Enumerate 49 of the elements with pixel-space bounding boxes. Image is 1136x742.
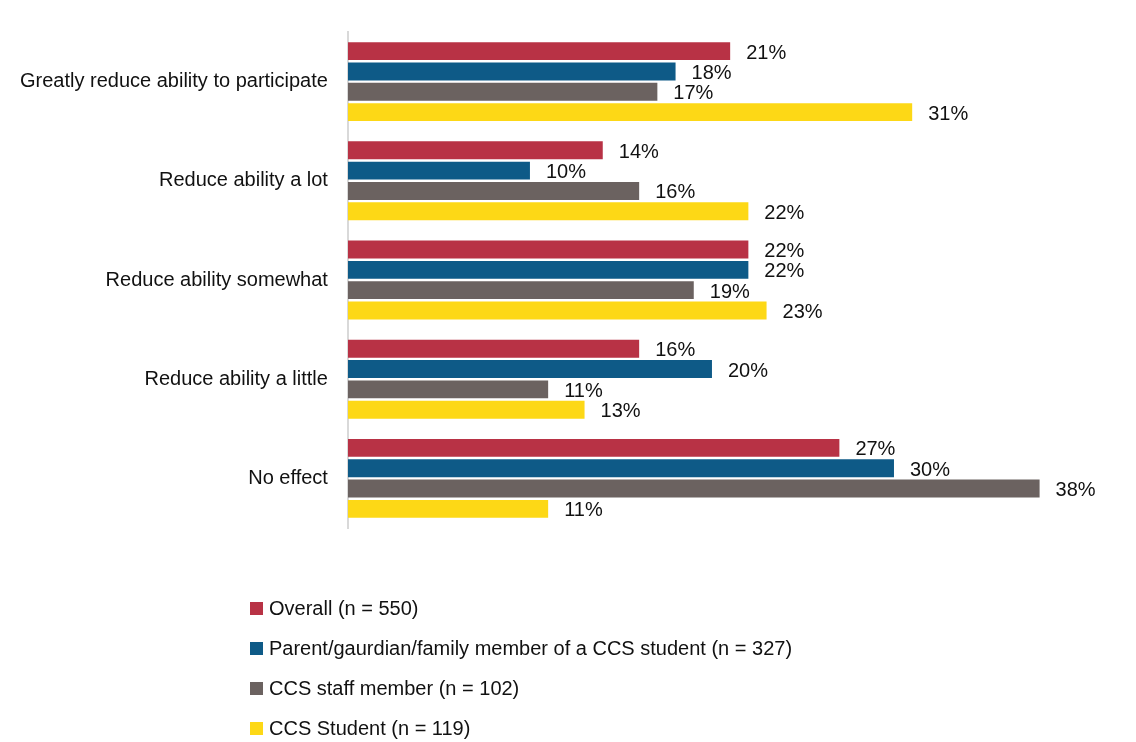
data-label: 16% <box>655 180 696 203</box>
data-label: 27% <box>855 437 896 460</box>
bar <box>347 499 549 518</box>
data-label: 31% <box>928 101 969 124</box>
data-label: 22% <box>764 239 805 262</box>
data-label: 11% <box>564 378 603 401</box>
data-label: 23% <box>782 300 823 323</box>
data-label: 13% <box>600 399 641 422</box>
legend-label: CCS Student (n = 119) <box>269 716 471 740</box>
legend-label: Overall (n = 550) <box>269 596 419 620</box>
y-tick-label: Reduce ability a little <box>144 366 328 389</box>
bar <box>347 202 749 221</box>
data-label: 11% <box>564 498 603 521</box>
bar <box>347 400 585 419</box>
y-tick-label: No effect <box>248 465 329 488</box>
data-label: 10% <box>545 160 587 183</box>
bar <box>347 62 676 81</box>
data-label: 14% <box>618 139 659 162</box>
bar <box>347 141 603 160</box>
legend-label: Parent/gaurdian/family member of a CCS student (n = 327) <box>269 636 793 660</box>
legend-label: CCS staff member (n = 102) <box>269 676 520 700</box>
y-tick-label: Reduce ability a lot <box>158 168 329 191</box>
bar <box>347 438 840 457</box>
data-label: 18% <box>691 60 732 83</box>
data-label: 22% <box>764 259 805 282</box>
bar <box>347 240 749 259</box>
data-label: 30% <box>909 457 951 480</box>
bar <box>347 42 731 61</box>
bar <box>347 301 767 320</box>
bar <box>347 339 640 358</box>
bar <box>347 182 640 200</box>
bar <box>347 103 913 122</box>
bar <box>347 161 530 180</box>
y-tick-label: Greatly reduce ability to participate <box>19 69 328 92</box>
data-label: 20% <box>727 358 769 381</box>
bar <box>347 260 749 279</box>
data-label: 19% <box>709 279 751 302</box>
bar <box>347 281 694 300</box>
data-label: 22% <box>764 200 805 223</box>
bar <box>347 479 1040 498</box>
bar <box>347 459 894 478</box>
data-label: 17% <box>673 81 714 104</box>
bar <box>347 360 712 378</box>
bar <box>347 380 549 399</box>
bar <box>347 82 658 101</box>
data-label: 38% <box>1055 478 1096 501</box>
data-label: 21% <box>746 40 787 63</box>
y-tick-label: Reduce ability somewhat <box>105 267 329 290</box>
data-label: 16% <box>655 338 696 361</box>
